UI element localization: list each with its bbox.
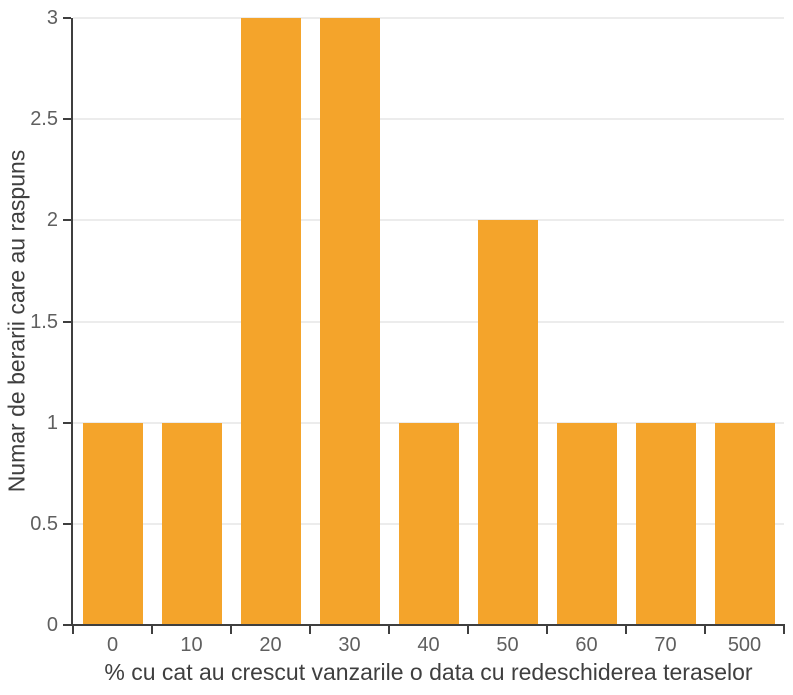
y-tick-label: 2 [46,209,58,232]
x-tick-mark [783,624,785,634]
y-axis-line [71,18,73,626]
x-tick-mark [625,624,627,634]
y-tick-mark [63,522,71,525]
bar [714,422,775,625]
y-tick-label: 2.5 [30,108,58,131]
bar [477,220,538,625]
y-gridline [73,118,784,121]
x-tick-label: 60 [575,634,598,656]
bar [82,422,143,625]
x-tick-label: 500 [727,634,762,656]
x-tick-mark [230,624,232,634]
x-tick-mark [309,624,311,634]
y-tick-label: 0 [46,614,58,636]
bar [161,422,222,625]
y-tick-mark [63,17,71,19]
x-tick-label: 30 [338,634,361,656]
x-axis-line [71,624,784,626]
x-tick-label: 0 [106,634,119,656]
x-tick-label: 40 [417,634,440,656]
x-axis-title: % cu cat au crescut vanzarile o data cu … [104,659,753,685]
x-tick-mark [704,624,706,634]
x-tick-mark [467,624,469,634]
y-tick-label: 0.5 [30,512,58,535]
y-gridline [73,17,784,19]
bar [635,422,696,625]
bar [319,18,380,625]
y-gridline [73,320,784,323]
y-tick-label: 1 [46,411,58,434]
x-tick-label: 10 [180,634,203,656]
x-tick-mark [72,624,74,634]
x-tick-label: 20 [259,634,282,656]
x-tick-mark [388,624,390,634]
y-tick-mark [63,624,71,626]
y-tick-mark [63,118,71,121]
x-tick-label: 70 [654,634,677,656]
bar [398,422,459,625]
y-tick-label: 1.5 [30,310,58,333]
y-gridline [73,219,784,222]
y-tick-mark [63,320,71,323]
bar [556,422,617,625]
x-tick-mark [546,624,548,634]
y-tick-mark [63,421,71,424]
y-tick-label: 3 [46,7,58,29]
bar [240,18,301,625]
x-tick-label: 50 [496,634,519,656]
x-tick-mark [151,624,153,634]
y-tick-mark [63,219,71,222]
